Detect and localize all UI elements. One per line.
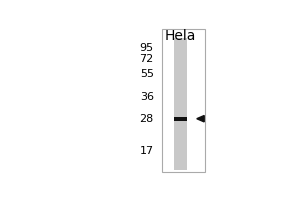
Polygon shape <box>197 116 204 122</box>
Text: 72: 72 <box>140 54 154 64</box>
Text: 17: 17 <box>140 146 154 156</box>
Text: 55: 55 <box>140 69 154 79</box>
Text: 28: 28 <box>140 114 154 124</box>
FancyBboxPatch shape <box>174 117 187 121</box>
FancyBboxPatch shape <box>174 38 187 170</box>
Text: 95: 95 <box>140 43 154 53</box>
Text: 36: 36 <box>140 92 154 102</box>
FancyBboxPatch shape <box>162 29 205 172</box>
Text: Hela: Hela <box>165 29 196 43</box>
